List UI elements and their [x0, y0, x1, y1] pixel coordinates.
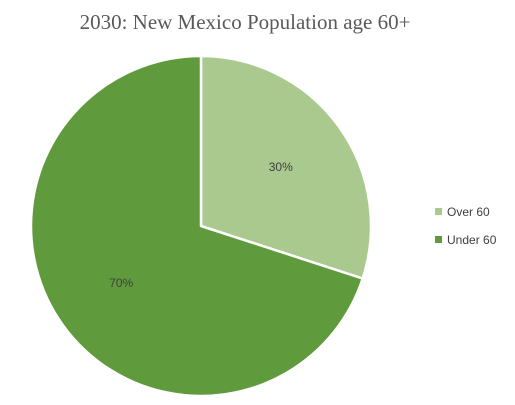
pie-slice-under-60 [29, 54, 364, 398]
legend-entry-under-60: Under 60 [435, 233, 497, 247]
legend-label-over-60: Over 60 [447, 205, 490, 219]
data-label-over-60: 30% [269, 160, 293, 174]
legend-swatch-over-60 [435, 208, 442, 215]
pie-data-labels: 30% 70% [109, 160, 293, 290]
pie-slices [29, 54, 373, 398]
legend: Over 60 Under 60 [435, 205, 497, 247]
pie-slice-over-60 [199, 54, 373, 280]
legend-entry-over-60: Over 60 [435, 205, 490, 219]
data-label-under-60: 70% [109, 276, 133, 290]
legend-swatch-under-60 [435, 236, 442, 243]
legend-label-under-60: Under 60 [447, 233, 497, 247]
chart-title: 2030: New Mexico Population age 60+ [80, 10, 411, 34]
